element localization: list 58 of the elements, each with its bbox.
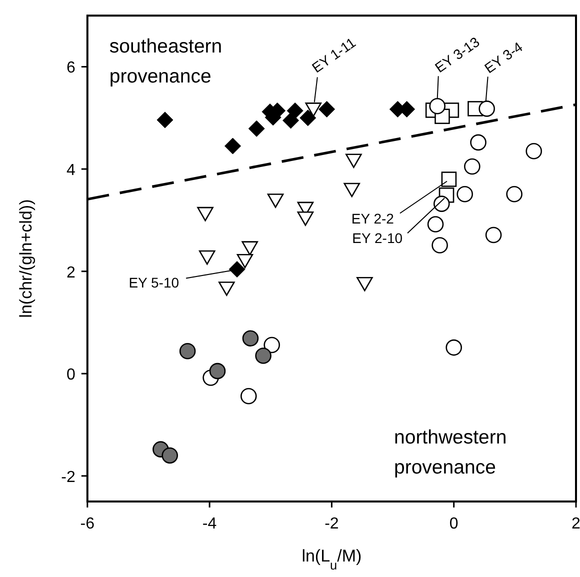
x-tick-label: -4 [202, 516, 217, 532]
point [318, 100, 336, 118]
annotation: EY 5-10 [128, 274, 180, 290]
point [179, 342, 196, 360]
y-tick-label: 6 [66, 60, 76, 77]
annotation: EY 3-13 [432, 33, 482, 76]
point [346, 154, 362, 168]
point [432, 237, 448, 254]
y-tick-label: 2 [66, 264, 76, 282]
point [429, 98, 446, 114]
y-axis-title: ln(chr/(gln+cld)) [16, 199, 36, 318]
point [198, 250, 216, 265]
point [162, 447, 178, 464]
point [470, 134, 486, 151]
point [267, 194, 284, 208]
point [248, 120, 265, 137]
annotation: southeastern provenance [109, 36, 222, 88]
point [218, 282, 235, 296]
point [506, 186, 522, 202]
point [446, 339, 462, 356]
point [441, 172, 457, 187]
point [464, 158, 480, 175]
point [264, 336, 280, 354]
x-tick-label: 0 [449, 516, 458, 532]
point [156, 112, 174, 128]
annotation: EY 1-11 [308, 34, 359, 76]
point [197, 206, 214, 222]
point [228, 261, 246, 278]
x-axis-title: ln(L$_{u}$/M) [302, 546, 362, 572]
point [236, 254, 254, 268]
x-tick-label: -2 [324, 516, 339, 532]
annotation: EY 2-10 [352, 230, 403, 246]
point [485, 226, 502, 244]
point [300, 110, 316, 126]
point [242, 241, 258, 256]
point [526, 142, 542, 160]
point [344, 182, 360, 198]
x-tick-label: 2 [572, 516, 580, 532]
point [433, 196, 450, 212]
point [240, 388, 257, 404]
point [356, 276, 373, 292]
point [478, 100, 495, 117]
point [209, 362, 226, 380]
point [456, 186, 473, 202]
point [305, 102, 322, 117]
point [427, 216, 444, 232]
y-tick-label: -2 [61, 468, 76, 486]
y-tick-label: 4 [66, 162, 76, 180]
y-tick-label: 0 [66, 366, 76, 384]
point [286, 102, 304, 119]
annotation: northwestern provenance [394, 426, 507, 478]
point [224, 138, 242, 154]
annotation: EY 3-4 [481, 38, 526, 76]
point [255, 348, 272, 364]
point [242, 330, 259, 346]
point [297, 211, 314, 226]
annotation: EY 2-2 [351, 210, 394, 226]
x-tick-label: -6 [80, 516, 95, 532]
